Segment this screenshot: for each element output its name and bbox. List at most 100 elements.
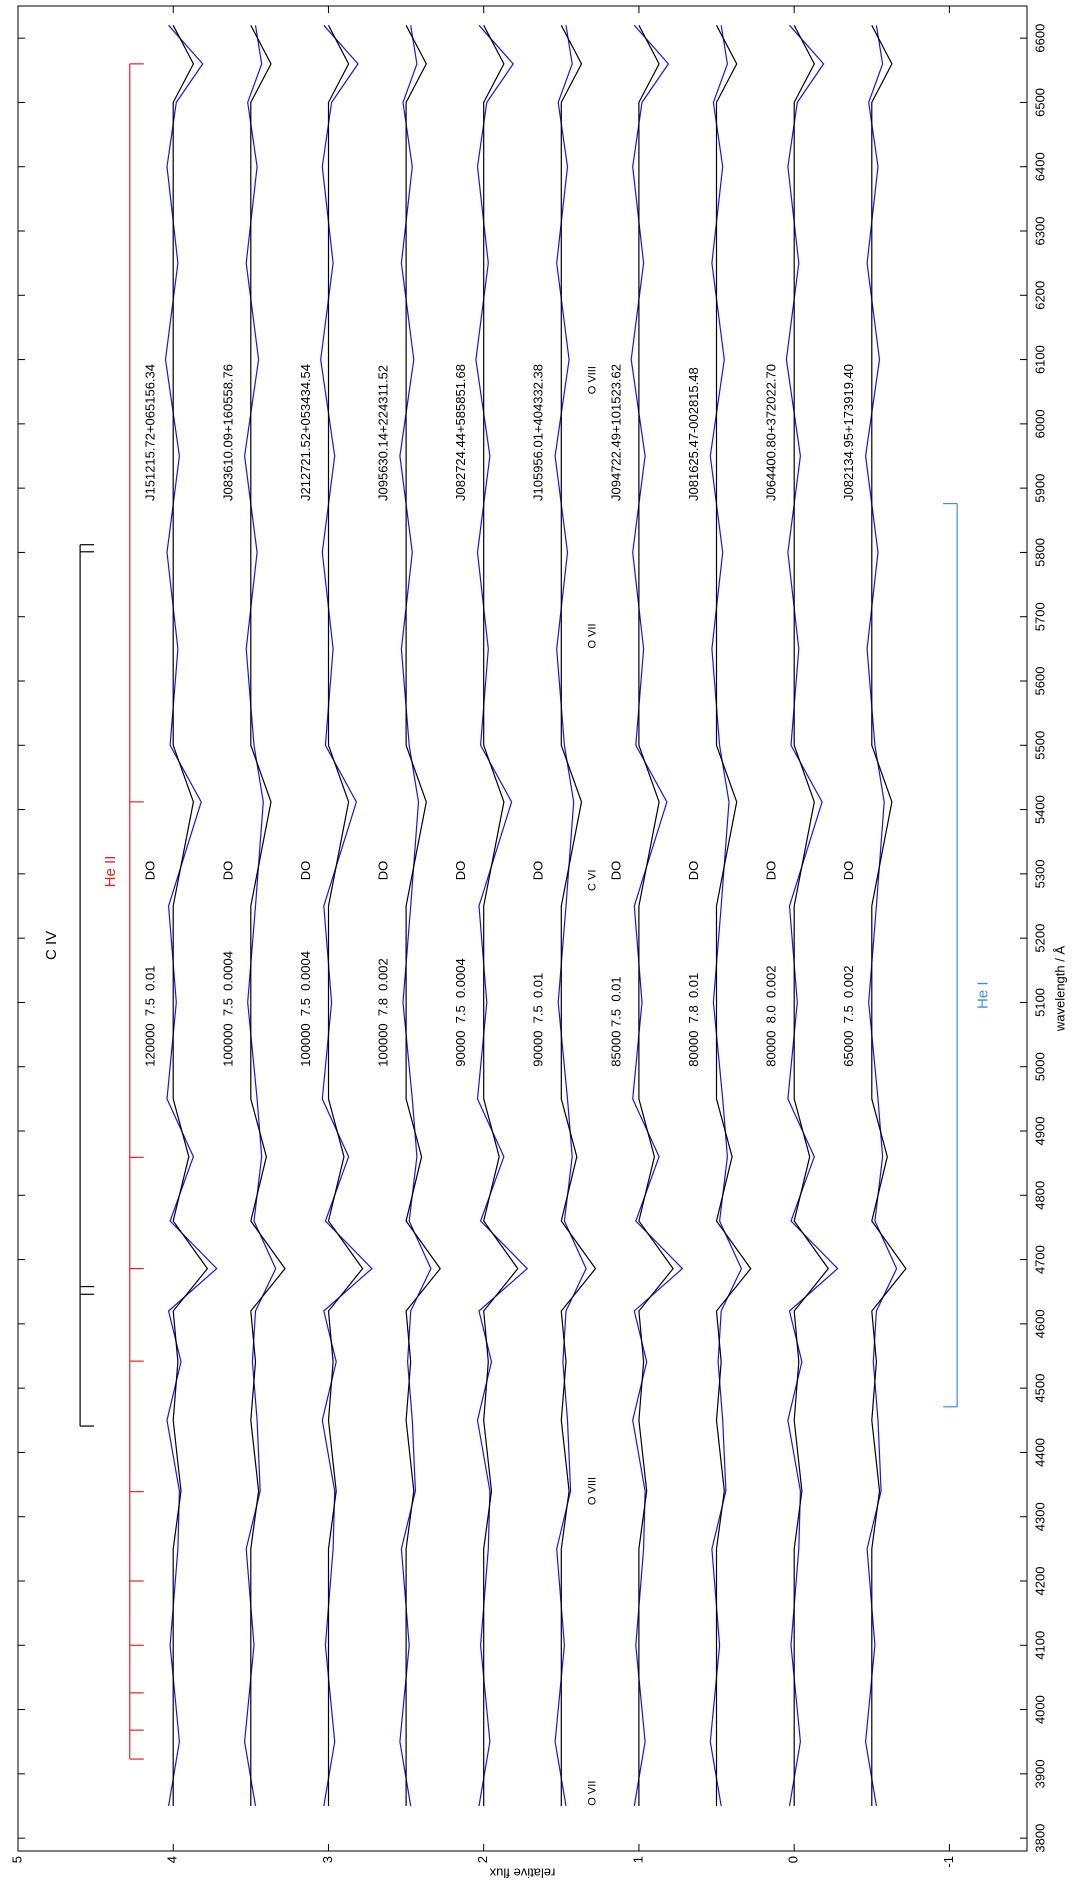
star-name: J105956.01+404332.38 bbox=[531, 364, 546, 501]
x-tick-label: 4000 bbox=[1032, 1695, 1047, 1724]
spectral-class: DO bbox=[298, 861, 313, 881]
x-tick-label: 5500 bbox=[1032, 731, 1047, 760]
x-tick-label: 4300 bbox=[1032, 1502, 1047, 1531]
star-parameters: 100000 7.5 0.0004 bbox=[220, 951, 235, 1067]
x-tick-label: 4200 bbox=[1032, 1567, 1047, 1596]
x-tick-label: 3900 bbox=[1032, 1759, 1047, 1788]
model-spectrum bbox=[871, 25, 907, 1806]
x-tick-label: 5300 bbox=[1032, 859, 1047, 888]
model-spectrum bbox=[172, 25, 209, 1806]
star-parameters: 65000 7.5 0.002 bbox=[841, 966, 856, 1067]
star-name: J095630.14+224311.52 bbox=[376, 365, 391, 501]
spectral-class: DO bbox=[143, 861, 158, 881]
spectral-class: DO bbox=[764, 861, 779, 881]
plot-frame bbox=[17, 5, 1028, 1852]
model-spectrum bbox=[638, 25, 674, 1806]
model-spectrum bbox=[483, 25, 519, 1806]
x-tick-label: 6300 bbox=[1032, 217, 1047, 246]
star-name: J064400.80+372022.70 bbox=[764, 364, 779, 501]
x-tick-label: 5800 bbox=[1032, 538, 1047, 567]
spectral-class: DO bbox=[686, 861, 701, 881]
star-parameters: 100000 7.8 0.002 bbox=[376, 958, 391, 1066]
observed-spectrum bbox=[164, 24, 218, 1807]
star-name: J151215.72+065156.34 bbox=[143, 364, 158, 501]
x-tick-label: 4400 bbox=[1032, 1438, 1047, 1467]
y-tick-label: 0 bbox=[786, 1856, 801, 1863]
spectral-class: DO bbox=[453, 861, 468, 881]
spectral-class: DO bbox=[531, 861, 546, 881]
ion-annotation: O VII bbox=[586, 1781, 598, 1806]
star-name: J094722.49+101523.62 bbox=[608, 364, 623, 501]
x-tick-label: 6500 bbox=[1032, 88, 1047, 117]
ion-annotation: O VII bbox=[586, 623, 598, 648]
star-parameters: 80000 7.8 0.01 bbox=[686, 973, 701, 1067]
y-tick-label: 5 bbox=[9, 1856, 24, 1863]
x-tick-label: 5700 bbox=[1032, 602, 1047, 631]
model-spectrum bbox=[250, 25, 286, 1806]
star-name: J212721.52+053434.54 bbox=[298, 364, 313, 501]
line-id-label: He II bbox=[102, 856, 119, 888]
x-tick-label: 5600 bbox=[1032, 667, 1047, 696]
observed-spectrum bbox=[475, 24, 529, 1807]
star-name: J083610.09+160558.76 bbox=[220, 364, 235, 501]
star-parameters: 90000 7.5 0.0004 bbox=[453, 958, 468, 1066]
ion-annotation: O VIII bbox=[586, 366, 598, 394]
star-parameters: 90000 7.5 0.01 bbox=[531, 973, 546, 1067]
x-tick-label: 5200 bbox=[1032, 924, 1047, 953]
x-tick-label: 6200 bbox=[1032, 281, 1047, 310]
x-tick-label: 4500 bbox=[1032, 1374, 1047, 1403]
y-tick-label: 3 bbox=[320, 1856, 335, 1863]
rotated-plot: 3800 3900 4000 4100 4200 4300 4400 4500 4600 4700… bbox=[9, 5, 1067, 1881]
observed-spectrum bbox=[864, 25, 898, 1807]
model-spectrum bbox=[327, 25, 364, 1806]
x-tick-label: 3800 bbox=[1032, 1824, 1047, 1853]
star-name: J082134.95+173919.40 bbox=[841, 364, 856, 501]
x-tick-label: 5900 bbox=[1032, 474, 1047, 503]
model-spectrum bbox=[405, 25, 441, 1806]
star-parameters: 100000 7.5 0.0004 bbox=[298, 951, 313, 1067]
y-tick-label: 4 bbox=[165, 1856, 180, 1863]
x-tick-label: 5400 bbox=[1032, 795, 1047, 824]
x-tick-label: 5100 bbox=[1032, 988, 1047, 1017]
observed-spectrum bbox=[709, 25, 743, 1807]
model-spectrum bbox=[560, 25, 597, 1806]
observed-spectrum bbox=[320, 24, 373, 1807]
star-name: J081625.47-002815.48 bbox=[686, 367, 701, 501]
y-axis-label: relative flux bbox=[489, 1866, 555, 1881]
spectral-class: DO bbox=[841, 861, 856, 881]
model-spectrum bbox=[715, 25, 752, 1806]
observed-spectrum bbox=[785, 24, 839, 1807]
x-tick-label: 6400 bbox=[1032, 152, 1047, 181]
x-tick-label: 4100 bbox=[1032, 1631, 1047, 1660]
spectral-class: DO bbox=[376, 861, 391, 881]
observed-spectrum bbox=[630, 24, 684, 1807]
x-tick-label: 6000 bbox=[1032, 409, 1047, 438]
star-name: J082724.44+585851.68 bbox=[453, 364, 468, 501]
star-parameters: 120000 7.5 0.01 bbox=[143, 966, 158, 1067]
x-tick-label: 6100 bbox=[1032, 345, 1047, 374]
observed-spectrum bbox=[554, 25, 587, 1807]
x-tick-label: 4700 bbox=[1032, 1245, 1047, 1274]
star-parameters: 85000 7.5 0.01 bbox=[608, 976, 623, 1066]
observed-spectrum bbox=[399, 25, 432, 1807]
x-tick-label: 4600 bbox=[1032, 1309, 1047, 1338]
x-tick-label: 6600 bbox=[1032, 24, 1047, 53]
star-parameters: 80000 8.0 0.002 bbox=[764, 966, 779, 1067]
x-axis-label: wavelength / Å bbox=[1052, 946, 1067, 1033]
ion-annotation: C VI bbox=[586, 870, 598, 891]
line-id-label: C IV bbox=[43, 931, 60, 960]
x-tick-label: 5000 bbox=[1032, 1052, 1047, 1081]
y-tick-label: 1 bbox=[630, 1856, 645, 1863]
line-id-label: He I bbox=[975, 981, 992, 1009]
model-spectrum bbox=[793, 25, 830, 1806]
y-tick-label: -1 bbox=[941, 1856, 956, 1868]
x-tick-label: 4800 bbox=[1032, 1181, 1047, 1210]
x-tick-label: 4900 bbox=[1032, 1117, 1047, 1146]
spectral-class: DO bbox=[608, 861, 623, 881]
observed-spectrum bbox=[243, 25, 277, 1807]
ion-annotation: O VIII bbox=[586, 1477, 598, 1505]
spectral-class: DO bbox=[220, 861, 235, 881]
y-tick-label: 2 bbox=[475, 1856, 490, 1863]
